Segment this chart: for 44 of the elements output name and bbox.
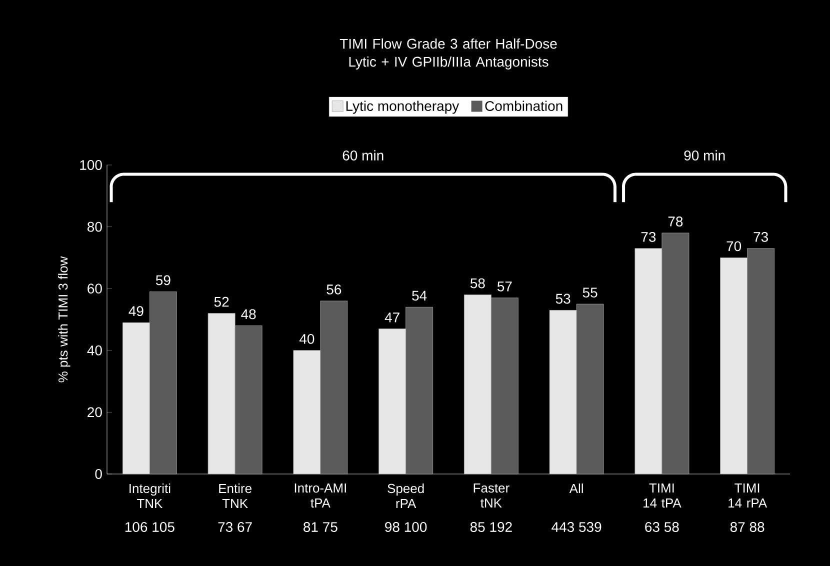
x-tick-label: TIMI 14 rPA: [728, 484, 768, 508]
text: 90 min: [684, 150, 725, 160]
x-tick-label: Integriti TNK: [130, 484, 170, 508]
text: 443 539: [552, 522, 602, 532]
text: 106 105: [125, 522, 174, 532]
text: 63 58: [645, 522, 679, 532]
text: 85 192: [470, 522, 512, 532]
y-tick-label: 40: [87, 345, 102, 356]
x-tick-label: Entire TNK: [219, 484, 252, 508]
x-tick-label: Faster tNK: [474, 484, 510, 508]
data-label: 73: [754, 232, 768, 242]
y-tick-label: 60: [88, 284, 102, 294]
legend-label: Combination: [485, 100, 562, 112]
y-axis-title: % pts with TIMI 3 flow: [58, 256, 70, 382]
data-label: 59: [156, 275, 170, 286]
data-label: 55: [582, 288, 598, 298]
data-label: 48: [241, 309, 256, 320]
x-tick-label: All: [569, 484, 583, 493]
data-label: 78: [668, 216, 683, 226]
data-label: 49: [128, 306, 144, 316]
y-tick-label: 20: [88, 407, 102, 418]
text: 98 100: [385, 522, 427, 532]
data-label: 54: [412, 290, 427, 301]
x-tick-label: TIMI 14 tPA: [644, 484, 682, 508]
data-label: 73: [641, 232, 656, 242]
text: 73 67: [218, 522, 252, 532]
y-tick-label: 0: [95, 469, 102, 479]
data-label: 56: [326, 284, 342, 294]
x-tick-label: Speed rPA: [388, 484, 424, 508]
y-tick-label: 100: [80, 160, 102, 170]
y-tick-label: 80: [88, 222, 102, 232]
chart-title: TIMI Flow Grade 3 after Half-Dose Lytic + IV GPIIb/IIIa Antagonists: [340, 38, 557, 70]
data-label: 47: [384, 312, 400, 322]
data-label: 40: [299, 334, 314, 344]
text: 60 min: [342, 150, 384, 160]
text: 81 75: [304, 522, 338, 532]
data-label: 52: [214, 296, 229, 307]
data-label: 53: [556, 294, 570, 304]
x-tick-label: Intro-AMI tPA: [294, 484, 346, 508]
data-label: 57: [497, 282, 512, 292]
data-label: 58: [470, 278, 485, 288]
legend-label: Lytic monotherapy: [346, 100, 460, 114]
text: 87 88: [730, 522, 764, 532]
data-label: 70: [726, 241, 742, 252]
